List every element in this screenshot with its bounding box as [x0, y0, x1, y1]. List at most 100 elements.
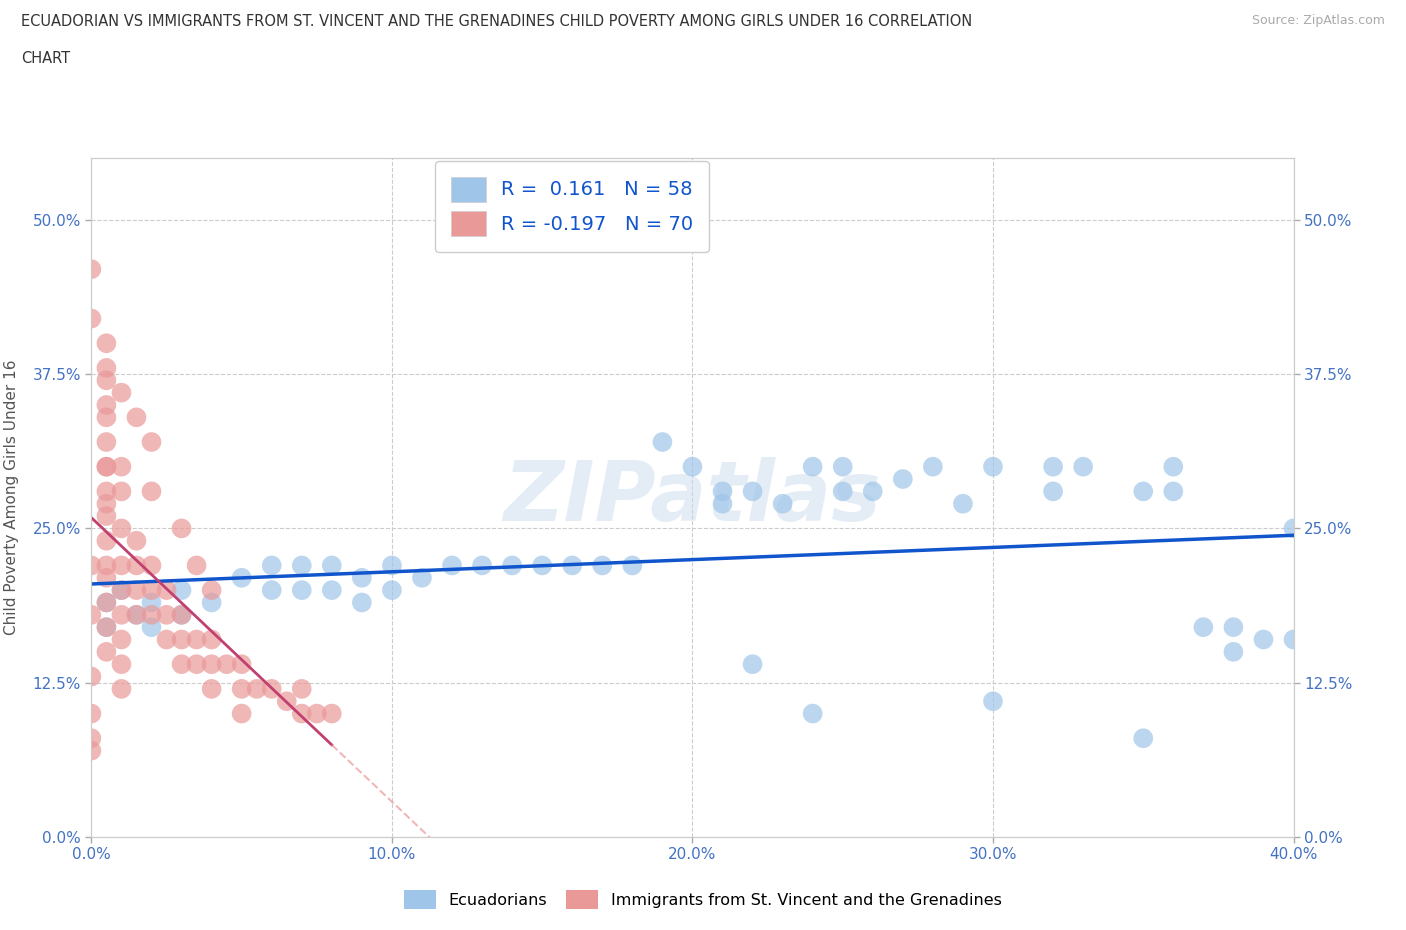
Point — [231, 657, 253, 671]
Point — [125, 558, 148, 573]
Point — [170, 657, 193, 671]
Point — [96, 459, 118, 474]
Point — [201, 682, 224, 697]
Point — [170, 607, 193, 622]
Point — [1192, 619, 1215, 634]
Point — [110, 583, 132, 598]
Legend: Ecuadorians, Immigrants from St. Vincent and the Grenadines: Ecuadorians, Immigrants from St. Vincent… — [396, 882, 1010, 917]
Point — [186, 657, 208, 671]
Point — [215, 657, 238, 671]
Point — [891, 472, 914, 486]
Point — [110, 484, 132, 498]
Point — [80, 731, 103, 746]
Point — [96, 484, 118, 498]
Point — [141, 595, 163, 610]
Point — [96, 361, 118, 376]
Point — [155, 583, 177, 598]
Point — [1132, 484, 1154, 498]
Point — [350, 570, 373, 585]
Point — [531, 558, 554, 573]
Point — [381, 583, 404, 598]
Point — [96, 595, 118, 610]
Point — [1042, 484, 1064, 498]
Point — [1071, 459, 1094, 474]
Point — [96, 595, 118, 610]
Point — [291, 583, 314, 598]
Point — [681, 459, 703, 474]
Point — [110, 657, 132, 671]
Point — [125, 607, 148, 622]
Point — [125, 533, 148, 548]
Point — [141, 607, 163, 622]
Point — [651, 434, 673, 449]
Point — [96, 533, 118, 548]
Point — [96, 397, 118, 412]
Point — [801, 459, 824, 474]
Point — [155, 632, 177, 647]
Point — [291, 682, 314, 697]
Point — [260, 558, 283, 573]
Point — [96, 619, 118, 634]
Point — [125, 410, 148, 425]
Point — [321, 558, 343, 573]
Point — [96, 373, 118, 388]
Point — [471, 558, 494, 573]
Point — [801, 706, 824, 721]
Point — [291, 706, 314, 721]
Point — [231, 706, 253, 721]
Point — [381, 558, 404, 573]
Point — [110, 385, 132, 400]
Point — [96, 497, 118, 512]
Point — [440, 558, 463, 573]
Point — [96, 459, 118, 474]
Point — [110, 607, 132, 622]
Point — [1282, 632, 1305, 647]
Point — [231, 570, 253, 585]
Point — [170, 521, 193, 536]
Point — [741, 657, 763, 671]
Point — [80, 706, 103, 721]
Point — [110, 521, 132, 536]
Point — [141, 583, 163, 598]
Point — [80, 312, 103, 326]
Point — [125, 583, 148, 598]
Point — [591, 558, 613, 573]
Point — [741, 484, 763, 498]
Point — [711, 497, 734, 512]
Point — [350, 595, 373, 610]
Point — [1222, 644, 1244, 659]
Point — [141, 558, 163, 573]
Point — [110, 682, 132, 697]
Y-axis label: Child Poverty Among Girls Under 16: Child Poverty Among Girls Under 16 — [4, 360, 18, 635]
Point — [170, 607, 193, 622]
Point — [80, 607, 103, 622]
Point — [922, 459, 945, 474]
Point — [96, 410, 118, 425]
Point — [321, 706, 343, 721]
Point — [981, 694, 1004, 709]
Point — [141, 619, 163, 634]
Point — [831, 459, 853, 474]
Point — [711, 484, 734, 498]
Point — [155, 607, 177, 622]
Point — [110, 632, 132, 647]
Point — [96, 336, 118, 351]
Point — [201, 595, 224, 610]
Point — [80, 743, 103, 758]
Point — [141, 434, 163, 449]
Point — [561, 558, 583, 573]
Point — [186, 632, 208, 647]
Text: ECUADORIAN VS IMMIGRANTS FROM ST. VINCENT AND THE GRENADINES CHILD POVERTY AMONG: ECUADORIAN VS IMMIGRANTS FROM ST. VINCEN… — [21, 14, 973, 29]
Point — [291, 558, 314, 573]
Point — [831, 484, 853, 498]
Legend: R =  0.161   N = 58, R = -0.197   N = 70: R = 0.161 N = 58, R = -0.197 N = 70 — [436, 161, 709, 252]
Point — [201, 657, 224, 671]
Text: CHART: CHART — [21, 51, 70, 66]
Point — [321, 583, 343, 598]
Point — [125, 607, 148, 622]
Point — [1253, 632, 1275, 647]
Point — [110, 583, 132, 598]
Point — [621, 558, 644, 573]
Point — [231, 682, 253, 697]
Point — [201, 583, 224, 598]
